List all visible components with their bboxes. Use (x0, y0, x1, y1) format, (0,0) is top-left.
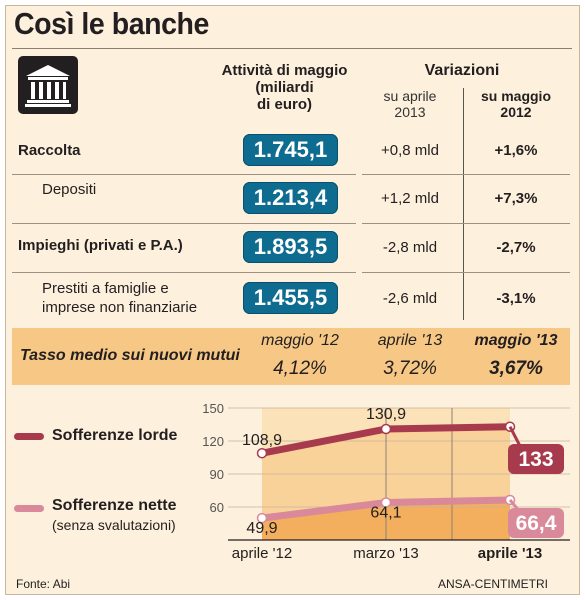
value-pill-impieghi: 1.893,5 (243, 231, 338, 263)
tasso-period-1: maggio '12 (261, 332, 339, 349)
tasso-period-3: maggio '13 (474, 332, 558, 349)
tasso-value-2: 3,72% (383, 358, 437, 379)
row-separator (362, 223, 570, 224)
data-point-lorde (380, 423, 392, 435)
var-april-prestiti: -2,6 mld (382, 290, 438, 307)
callout-leader-lorde (508, 426, 522, 447)
activity-column-header: Attività di maggio (miliardi di euro) (221, 62, 348, 113)
data-label-nette: 64,1 (370, 504, 401, 521)
tasso-label: Tasso medio sui nuovi mutui (20, 347, 240, 364)
x-tick-label: marzo '13 (353, 545, 418, 562)
tasso-band (12, 328, 570, 385)
y-tick-label: 120 (202, 434, 224, 449)
legend-swatch-nette (14, 505, 44, 512)
row-separator (362, 174, 570, 175)
page-title: Così le banche (14, 6, 209, 41)
bank-icon (18, 56, 78, 114)
var-april-depositi: +1,2 mld (381, 190, 439, 207)
y-tick-label: 60 (210, 500, 224, 515)
legend-swatch-lorde (14, 433, 44, 440)
callout-box-nette (508, 508, 564, 538)
row-label-impieghi: Impieghi (privati e P.A.) (18, 237, 183, 254)
column-divider (463, 88, 464, 320)
data-label-lorde: 130,9 (366, 406, 406, 423)
data-label-lorde: 108,9 (242, 432, 282, 449)
var-april-impieghi: -2,8 mld (382, 239, 438, 256)
var-may-impieghi: -2,7% (496, 239, 536, 256)
row-label-depositi: Depositi (42, 181, 97, 198)
legend-note-nette: (senza svalutazioni) (52, 517, 176, 533)
callout-box-lorde (508, 444, 564, 474)
variations-header: Variazioni (424, 62, 500, 79)
row-separator (12, 223, 356, 224)
title-divider (12, 48, 572, 49)
x-tick-label: aprile '12 (232, 545, 292, 562)
y-tick-label: 150 (202, 401, 224, 416)
value-pill-depositi: 1.213,4 (243, 182, 338, 214)
var-april-raccolta: +0,8 mld (381, 142, 439, 159)
source-note: Fonte: Abi (16, 577, 71, 591)
sub-header-april-2013: su aprile 2013 (383, 88, 437, 120)
data-point-nette (380, 497, 392, 508)
x-tick-label: aprile '13 (478, 545, 542, 562)
data-point-nette (256, 512, 268, 524)
row-label-prestiti: Prestiti a famiglie e imprese non finanz… (42, 280, 198, 316)
data-label-nette: 49,9 (246, 520, 277, 537)
tasso-period-2: aprile '13 (377, 332, 443, 349)
var-may-prestiti: -3,1% (496, 290, 536, 307)
tasso-value-1: 4,12% (273, 358, 327, 379)
tasso-value-3: 3,67% (489, 358, 543, 379)
var-may-raccolta: +1,6% (494, 142, 538, 159)
data-point-lorde (256, 447, 268, 459)
credit: ANSA-CENTIMETRI (438, 577, 549, 591)
value-pill-prestiti: 1.455,5 (243, 282, 338, 314)
row-separator (362, 272, 570, 273)
row-label-raccolta: Raccolta (18, 142, 81, 159)
row-separator (12, 272, 356, 273)
row-separator (12, 174, 356, 175)
callout-value-nette: 66,4 (516, 512, 557, 535)
legend-label-lorde: Sofferenze lorde (52, 427, 178, 444)
sub-header-may-2012: su maggio 2012 (480, 88, 551, 120)
y-tick-label: 90 (210, 467, 224, 482)
value-pill-raccolta: 1.745,1 (243, 134, 338, 166)
legend-label-nette: Sofferenze nette (52, 497, 177, 514)
var-may-depositi: +7,3% (494, 190, 538, 207)
callout-value-lorde: 133 (518, 448, 553, 471)
